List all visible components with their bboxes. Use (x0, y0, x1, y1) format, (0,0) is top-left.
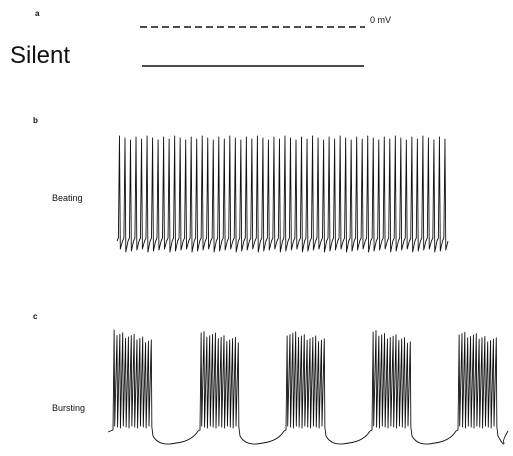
zero-mv-label: 0 mV (370, 15, 392, 25)
beating-label: Beating (52, 193, 83, 203)
bursting-trace (107, 329, 509, 445)
panel-letter-a: a (35, 9, 40, 18)
bursting-label: Bursting (52, 403, 86, 413)
panel-letter-c: c (33, 312, 38, 321)
panel-letter-b: b (33, 116, 38, 125)
beating-trace (116, 135, 449, 253)
silent-label: Silent (10, 42, 71, 69)
